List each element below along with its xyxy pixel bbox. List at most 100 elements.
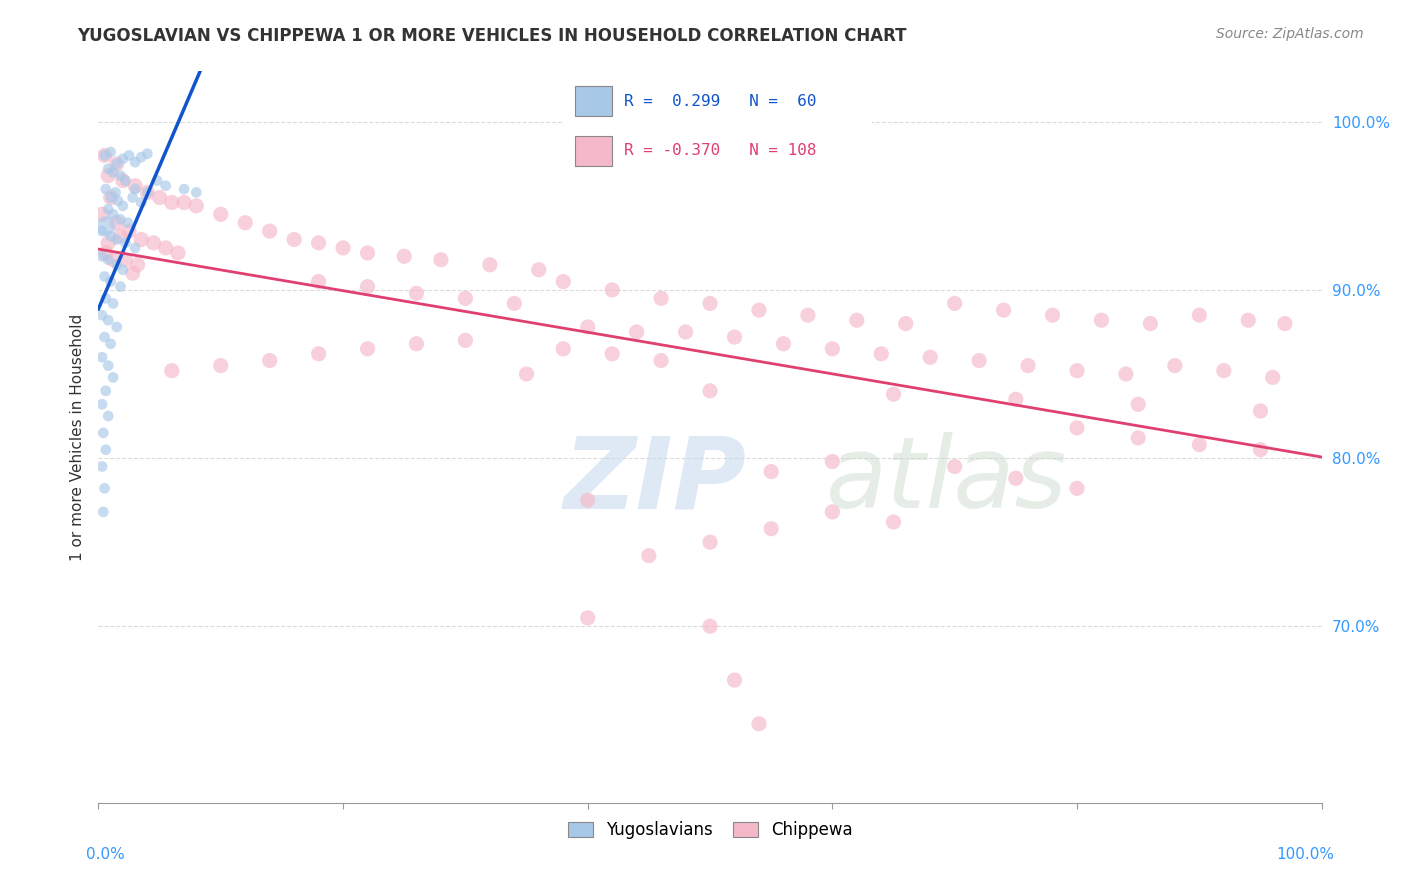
Point (186, 199, 208, 213)
Point (94, 291, 117, 305)
Bar (575, 87, 612, 116)
Point (97, 169, 120, 183)
Point (430, 252, 453, 267)
Point (405, 286, 427, 301)
Point (967, 353, 990, 368)
Point (94, 442, 117, 457)
Point (332, 241, 354, 255)
Point (136, 146, 159, 161)
Point (91, 224, 114, 238)
Point (93, 148, 115, 162)
Point (1164, 359, 1187, 373)
Point (110, 169, 132, 183)
Point (748, 716, 770, 731)
Point (97, 359, 120, 373)
Point (111, 174, 134, 188)
FancyBboxPatch shape (557, 70, 877, 180)
Point (699, 535, 721, 549)
Point (503, 296, 526, 310)
Point (1090, 313, 1112, 327)
Point (129, 195, 152, 210)
Point (91, 459, 114, 474)
Point (308, 347, 330, 361)
Point (1274, 317, 1296, 331)
Point (129, 233, 152, 247)
Point (93, 269, 115, 284)
Point (761, 522, 783, 536)
Point (118, 148, 141, 162)
Bar (575, 136, 612, 166)
Point (114, 235, 136, 250)
Point (101, 165, 124, 179)
Point (943, 459, 966, 474)
Point (650, 291, 672, 305)
Point (110, 229, 132, 244)
Point (772, 336, 794, 351)
Point (111, 152, 134, 166)
Point (1042, 308, 1064, 322)
Point (91, 249, 114, 263)
Point (136, 186, 159, 200)
Point (1066, 421, 1088, 435)
Point (356, 246, 378, 260)
Point (117, 216, 139, 230)
Point (111, 199, 134, 213)
Point (105, 157, 128, 171)
Point (748, 303, 770, 318)
Text: YUGOSLAVIAN VS CHIPPEWA 1 OR MORE VEHICLES IN HOUSEHOLD CORRELATION CHART: YUGOSLAVIAN VS CHIPPEWA 1 OR MORE VEHICL… (77, 27, 907, 45)
Point (600, 347, 623, 361)
Point (94, 219, 117, 233)
Point (761, 465, 783, 479)
Point (454, 334, 477, 348)
Point (356, 279, 378, 293)
Point (100, 336, 122, 351)
Text: ZIP: ZIP (564, 433, 747, 530)
Point (883, 387, 905, 401)
Point (149, 190, 172, 204)
Point (637, 549, 661, 563)
Point (100, 145, 122, 159)
Point (124, 155, 146, 169)
Point (405, 336, 427, 351)
Point (91, 425, 114, 440)
Point (124, 178, 146, 193)
Point (797, 308, 820, 322)
Point (93, 148, 115, 162)
Point (155, 241, 177, 255)
Point (114, 174, 136, 188)
Point (91, 308, 114, 322)
Point (100, 190, 122, 204)
Point (1066, 481, 1088, 495)
Point (155, 178, 177, 193)
Point (209, 207, 232, 221)
Point (142, 235, 165, 250)
Legend: Yugoslavians, Chippewa: Yugoslavians, Chippewa (561, 814, 859, 846)
Point (110, 212, 132, 227)
Point (553, 342, 575, 356)
Point (1004, 471, 1026, 485)
Point (127, 258, 149, 272)
Text: 100.0%: 100.0% (1275, 847, 1334, 862)
Point (105, 216, 128, 230)
Point (308, 275, 330, 289)
Point (100, 275, 122, 289)
Point (121, 266, 143, 280)
Point (97, 252, 120, 267)
Point (699, 384, 721, 398)
Point (1017, 359, 1039, 373)
Point (723, 330, 745, 344)
Point (160, 364, 183, 378)
Point (94, 182, 117, 196)
Point (118, 224, 141, 238)
Point (97, 235, 120, 250)
Point (392, 249, 416, 263)
Point (121, 190, 143, 204)
Point (91, 505, 114, 519)
Point (454, 291, 477, 305)
Point (97, 313, 120, 327)
Point (129, 150, 152, 164)
Point (100, 190, 122, 204)
Point (699, 296, 721, 310)
Point (97, 202, 120, 217)
Point (478, 258, 501, 272)
